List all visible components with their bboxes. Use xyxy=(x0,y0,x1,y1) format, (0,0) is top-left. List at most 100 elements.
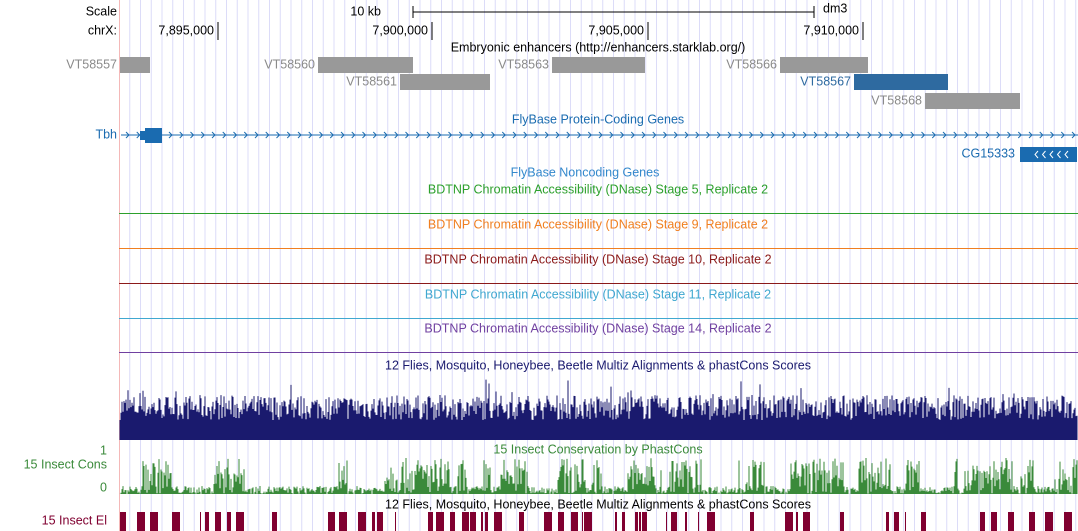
enhancer xyxy=(400,74,490,90)
strand-arrow xyxy=(190,131,195,139)
axis-label: 0 xyxy=(100,480,107,494)
chrom: chrX: xyxy=(88,23,117,37)
element xyxy=(991,512,997,531)
track-title: 15 Insect Conservation by PhastCons xyxy=(493,442,702,456)
tracks: 7,895,000 7,900,000 7,905,000 7,910,000 VT58… xyxy=(66,22,1078,531)
strand-arrow xyxy=(200,131,205,139)
strand-arrow xyxy=(802,131,807,139)
exon xyxy=(145,128,162,143)
enhancer xyxy=(552,57,645,73)
scale-label: Scale xyxy=(86,4,117,18)
track-title: BDTNP Chromatin Accessibility (DNase) St… xyxy=(428,217,768,231)
scale-bar-label: 10 kb xyxy=(350,4,381,18)
element xyxy=(886,512,889,531)
strand-arrow xyxy=(759,131,764,139)
strand-arrow xyxy=(501,131,506,139)
track-label: 15 Insect El xyxy=(42,513,107,527)
element xyxy=(150,512,158,531)
strand-arrow xyxy=(383,131,388,139)
strand-arrow xyxy=(942,131,947,139)
strand-arrow xyxy=(856,131,861,139)
element xyxy=(470,512,476,531)
element xyxy=(642,512,647,531)
strand-arrow xyxy=(1039,131,1044,139)
strand-arrow xyxy=(308,131,313,139)
strand-arrow xyxy=(888,131,893,139)
strand-arrow xyxy=(1049,150,1054,159)
element xyxy=(519,512,524,531)
strand-arrow xyxy=(609,131,614,139)
element xyxy=(615,512,617,531)
strand-arrow xyxy=(276,131,281,139)
strand-arrow xyxy=(867,131,872,139)
strand-arrow xyxy=(921,131,926,139)
element xyxy=(428,512,433,531)
enhancer-label: VT58563 xyxy=(498,57,549,71)
element xyxy=(685,512,687,531)
element xyxy=(1064,512,1072,531)
strand-arrow xyxy=(813,131,818,139)
element xyxy=(558,512,564,531)
element xyxy=(698,512,699,531)
strand-arrow xyxy=(415,131,420,139)
scale-bar xyxy=(412,6,815,18)
element xyxy=(905,512,906,531)
strand-arrow xyxy=(297,131,302,139)
strand-arrow xyxy=(265,131,270,139)
strand-arrow xyxy=(652,131,657,139)
strand-arrow xyxy=(458,131,463,139)
strand-arrow xyxy=(824,131,829,139)
utr xyxy=(140,131,146,140)
strand-arrow xyxy=(340,131,345,139)
element xyxy=(372,512,375,531)
element xyxy=(200,512,201,531)
gene-label: Tbh xyxy=(95,127,117,141)
grid xyxy=(129,0,1077,531)
strand-arrow xyxy=(1064,150,1069,159)
enhancer xyxy=(925,93,1020,109)
strand-arrow xyxy=(1017,131,1022,139)
element xyxy=(921,512,926,531)
element xyxy=(894,512,899,531)
strand-arrow xyxy=(544,131,549,139)
strand-arrow xyxy=(351,131,356,139)
element xyxy=(840,512,844,531)
strand-arrow xyxy=(738,131,743,139)
element xyxy=(980,512,985,531)
strand-arrow xyxy=(910,131,915,139)
element xyxy=(436,512,444,531)
element xyxy=(707,512,715,531)
strand-arrow xyxy=(566,131,571,139)
element xyxy=(796,512,798,531)
strand-arrow xyxy=(996,131,1001,139)
strand-arrow xyxy=(695,131,700,139)
strand-arrow xyxy=(426,131,431,139)
enhancer xyxy=(854,74,948,90)
strand-arrow xyxy=(211,131,216,139)
strand-arrow xyxy=(437,131,442,139)
strand-arrow xyxy=(405,131,410,139)
axis-label: 1 xyxy=(100,443,107,457)
strand-arrow xyxy=(1041,150,1046,159)
element xyxy=(236,512,244,531)
element xyxy=(450,512,455,531)
strand-arrow xyxy=(136,131,141,139)
element xyxy=(358,512,366,531)
strand-arrow xyxy=(706,131,711,139)
strand-arrow xyxy=(577,131,582,139)
element xyxy=(622,512,625,531)
strand-arrow xyxy=(620,131,625,139)
strand-arrow xyxy=(1056,150,1061,159)
track-title: FlyBase Noncoding Genes xyxy=(511,165,660,179)
element xyxy=(494,512,502,531)
strand-arrow xyxy=(534,131,539,139)
element xyxy=(584,512,592,531)
strand-arrow xyxy=(727,131,732,139)
strand-arrow xyxy=(749,131,754,139)
element xyxy=(750,512,754,531)
strand-arrow xyxy=(1071,131,1076,139)
strand-arrow xyxy=(663,131,668,139)
strand-arrow xyxy=(964,131,969,139)
strand-arrow xyxy=(974,131,979,139)
enhancer-label: VT58557 xyxy=(66,57,117,71)
